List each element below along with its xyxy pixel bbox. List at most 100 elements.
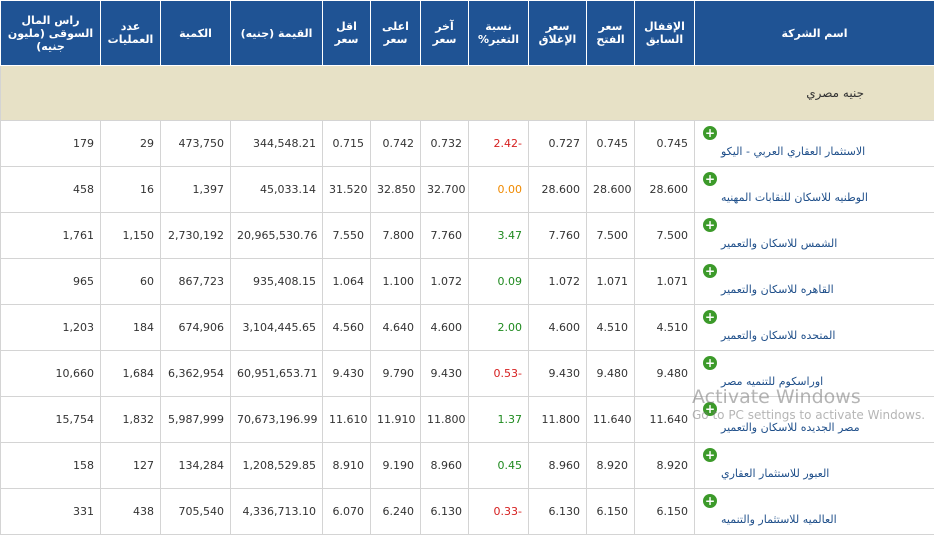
column-header: عدد العمليات: [101, 1, 161, 66]
cell-value: 965: [1, 259, 101, 305]
cell-value: 331: [1, 489, 101, 535]
cell-value: 1.100: [371, 259, 421, 305]
cell-value: 134,284: [161, 443, 231, 489]
cell-value: 344,548.21: [231, 121, 323, 167]
company-name: + الاستثمار العقاري العربي - اليكو: [695, 121, 934, 167]
cell-value: 1,150: [101, 213, 161, 259]
cell-value: 6.150: [635, 489, 695, 535]
cell-value: 0.53-: [469, 351, 529, 397]
cell-value: 3,104,445.65: [231, 305, 323, 351]
expand-button[interactable]: +: [703, 126, 717, 140]
cell-value: 2.42-: [469, 121, 529, 167]
expand-button[interactable]: +: [703, 356, 717, 370]
cell-value: 28.600: [587, 167, 635, 213]
cell-value: 4.510: [587, 305, 635, 351]
cell-value: 10,660: [1, 351, 101, 397]
cell-value: 8.920: [587, 443, 635, 489]
expand-button[interactable]: +: [703, 310, 717, 324]
company-name: + العبور للاستثمار العقاري: [695, 443, 934, 489]
company-name: + العالميه للاستثمار والتنميه: [695, 489, 934, 535]
company-name-text[interactable]: العالميه للاستثمار والتنميه: [721, 513, 837, 526]
table-body: جنيه مصري + الاستثمار العقاري العربي - ال…: [1, 66, 934, 535]
section-label: جنيه مصري: [1, 66, 934, 121]
cell-value: 70,673,196.99: [231, 397, 323, 443]
cell-value: 8.960: [421, 443, 469, 489]
cell-value: 0.727: [529, 121, 587, 167]
cell-value: 1,203: [1, 305, 101, 351]
expand-button[interactable]: +: [703, 218, 717, 232]
column-header: اسم الشركة: [695, 1, 934, 66]
column-header: سعر الإغلاق: [529, 1, 587, 66]
cell-value: 6.150: [587, 489, 635, 535]
cell-value: 1,397: [161, 167, 231, 213]
column-header: الكمية: [161, 1, 231, 66]
cell-value: 0.745: [635, 121, 695, 167]
cell-value: 60: [101, 259, 161, 305]
cell-value: 4.600: [421, 305, 469, 351]
cell-value: 32.700: [421, 167, 469, 213]
cell-value: 0.715: [323, 121, 371, 167]
cell-value: 6.240: [371, 489, 421, 535]
cell-value: 11.910: [371, 397, 421, 443]
cell-value: 2,730,192: [161, 213, 231, 259]
cell-value: 9.190: [371, 443, 421, 489]
cell-value: 20,965,530.76: [231, 213, 323, 259]
company-name: + مصر الجديده للاسكان والتعمير: [695, 397, 934, 443]
company-name: + القاهره للاسكان والتعمير: [695, 259, 934, 305]
cell-value: 4.560: [323, 305, 371, 351]
cell-value: 1,208,529.85: [231, 443, 323, 489]
cell-value: 3.47: [469, 213, 529, 259]
cell-value: 4,336,713.10: [231, 489, 323, 535]
company-name-text[interactable]: الاستثمار العقاري العربي - اليكو: [721, 145, 865, 158]
company-name-text[interactable]: الوطنيه للاسكان للنقابات المهنيه: [721, 191, 868, 204]
cell-value: 0.00: [469, 167, 529, 213]
cell-value: 705,540: [161, 489, 231, 535]
cell-value: 1.37: [469, 397, 529, 443]
company-name-text[interactable]: الشمس للاسكان والتعمير: [721, 237, 837, 250]
cell-value: 45,033.14: [231, 167, 323, 213]
expand-button[interactable]: +: [703, 494, 717, 508]
column-header: سعر الفتح: [587, 1, 635, 66]
cell-value: 11.800: [529, 397, 587, 443]
cell-value: 29: [101, 121, 161, 167]
company-name-text[interactable]: المتحده للاسكان والتعمير: [721, 329, 835, 342]
cell-value: 6.130: [421, 489, 469, 535]
column-header: راس المال السوقى (مليون جنيه): [1, 1, 101, 66]
cell-value: 1,832: [101, 397, 161, 443]
column-header: القيمة (جنيه): [231, 1, 323, 66]
cell-value: 11.640: [635, 397, 695, 443]
cell-value: 15,754: [1, 397, 101, 443]
company-name: + المتحده للاسكان والتعمير: [695, 305, 934, 351]
expand-button[interactable]: +: [703, 264, 717, 278]
cell-value: 1,761: [1, 213, 101, 259]
expand-button[interactable]: +: [703, 172, 717, 186]
company-name-text[interactable]: اوراسكوم للتنميه مصر: [721, 375, 823, 388]
company-name-text[interactable]: القاهره للاسكان والتعمير: [721, 283, 834, 296]
cell-value: 2.00: [469, 305, 529, 351]
company-name-text[interactable]: العبور للاستثمار العقاري: [721, 467, 829, 480]
cell-value: 458: [1, 167, 101, 213]
cell-value: 6.070: [323, 489, 371, 535]
cell-value: 16: [101, 167, 161, 213]
expand-button[interactable]: +: [703, 402, 717, 416]
cell-value: 9.430: [529, 351, 587, 397]
cell-value: 0.45: [469, 443, 529, 489]
cell-value: 11.800: [421, 397, 469, 443]
expand-button[interactable]: +: [703, 448, 717, 462]
cell-value: 5,987,999: [161, 397, 231, 443]
cell-value: 4.510: [635, 305, 695, 351]
cell-value: 8.910: [323, 443, 371, 489]
cell-value: 7.500: [635, 213, 695, 259]
cell-value: 473,750: [161, 121, 231, 167]
company-name-text[interactable]: مصر الجديده للاسكان والتعمير: [721, 421, 860, 434]
cell-value: 0.745: [587, 121, 635, 167]
cell-value: 11.610: [323, 397, 371, 443]
